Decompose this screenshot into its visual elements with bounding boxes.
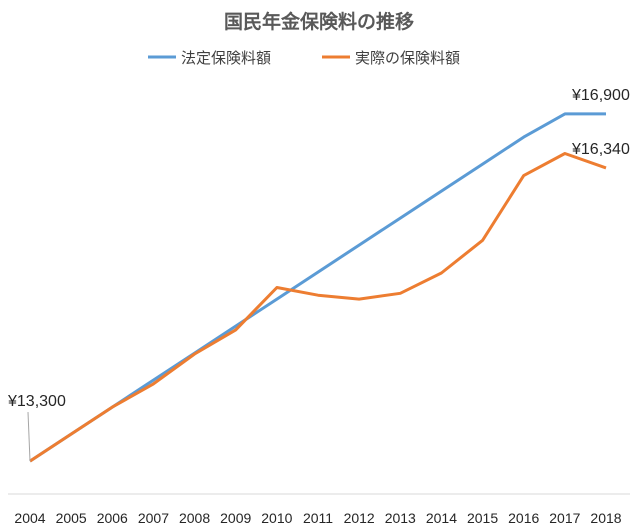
series-line-actual: [29, 152, 607, 463]
x-tick-label-2015: 2015: [467, 510, 498, 526]
x-tick-label-2017: 2017: [549, 510, 580, 526]
legend: 法定保険料額 実際の保険料額: [148, 49, 460, 67]
chart-title: 国民年金保険料の推移: [224, 10, 414, 33]
annotation-layer: ¥13,300 ¥16,900 ¥16,340: [7, 87, 630, 462]
x-tick-label-2005: 2005: [56, 510, 87, 526]
x-tick-label-2016: 2016: [508, 510, 539, 526]
x-tick-label-2012: 2012: [344, 510, 375, 526]
data-label-1: ¥16,900: [571, 87, 630, 104]
x-tick-label-2006: 2006: [97, 510, 128, 526]
x-tick-label-2004: 2004: [14, 510, 45, 526]
x-tick-label-2011: 2011: [303, 510, 333, 526]
legend-label-statutory: 法定保険料額: [181, 49, 271, 67]
x-tick-label-2010: 2010: [261, 510, 292, 526]
x-axis-ticks: 2004 2005 2006 2007 2008 2009 2010 2011 2012 2013…: [14, 510, 621, 526]
x-tick-label-2013: 2013: [385, 510, 416, 526]
x-tick-label-2014: 2014: [426, 510, 457, 526]
x-tick-label-2007: 2007: [138, 510, 169, 526]
series-layer: [29, 112, 607, 463]
data-label-0: ¥13,300: [7, 393, 66, 410]
x-tick-label-2009: 2009: [220, 510, 251, 526]
data-label-2: ¥16,340: [571, 141, 630, 158]
series-line-statutory: [29, 112, 606, 463]
x-tick-label-2018: 2018: [590, 510, 621, 526]
x-tick-label-2008: 2008: [179, 510, 210, 526]
data-label-leader: [27, 412, 31, 462]
legend-label-actual: 実際の保険料額: [355, 49, 460, 67]
